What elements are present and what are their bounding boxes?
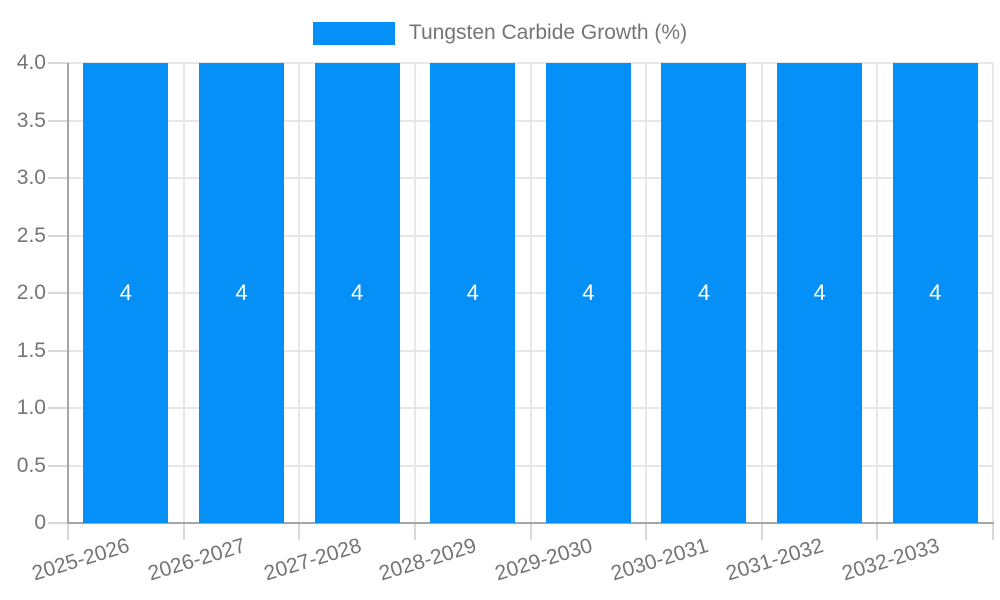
x-tick-label: 2027-2028	[261, 534, 364, 586]
x-gridline	[413, 63, 416, 523]
x-tick-label: 2028-2029	[376, 534, 480, 586]
x-gridline	[529, 63, 532, 523]
y-tick	[48, 349, 68, 352]
x-gridline	[876, 63, 879, 523]
x-gridline	[760, 63, 763, 523]
x-tick	[298, 523, 301, 540]
y-tick	[48, 62, 68, 64]
y-tick	[48, 292, 68, 294]
bar: 4	[83, 63, 169, 523]
bar: 4	[430, 63, 516, 523]
bar-value-label: 4	[466, 280, 479, 305]
y-tick	[48, 407, 68, 409]
bar: 4	[198, 63, 284, 523]
y-tick-label: 1.5	[16, 338, 46, 362]
y-tick	[48, 522, 68, 524]
y-tick	[48, 234, 68, 237]
x-tick	[182, 523, 185, 540]
y-tick	[48, 464, 68, 467]
bar: 4	[314, 63, 400, 523]
y-tick-label: 4.0	[16, 51, 46, 74]
bar-value-label: 4	[582, 280, 595, 305]
y-tick-label: 0.5	[16, 453, 46, 477]
bar-value-label: 4	[813, 280, 826, 305]
bar: 4	[777, 63, 863, 523]
x-gridline	[298, 63, 301, 523]
x-tick-label: 2025-2026	[29, 534, 133, 586]
x-tick-label: 2026-2027	[145, 534, 249, 586]
y-tick-label: 0	[34, 511, 46, 534]
bar-value-label: 4	[119, 280, 132, 305]
bar: 4	[545, 63, 631, 523]
chart-legend: Tungsten Carbide Growth (%)	[0, 21, 1000, 45]
x-axis-line	[67, 522, 994, 524]
x-gridline	[645, 63, 648, 523]
bar-value-label: 4	[350, 280, 364, 305]
x-tick-label: 2031-2032	[723, 534, 827, 586]
x-tick	[413, 523, 416, 540]
y-tick-label: 2.0	[16, 281, 46, 304]
x-tick	[992, 523, 994, 540]
x-gridline	[182, 63, 185, 523]
bar-value-label: 4	[235, 280, 248, 305]
x-tick	[645, 523, 648, 540]
x-tick-label: 2032-2033	[839, 534, 942, 586]
y-tick-label: 1.0	[16, 396, 46, 419]
bar: 4	[661, 63, 747, 523]
x-gridline	[992, 63, 994, 523]
bar-value-label: 4	[697, 280, 711, 305]
bar: 4	[892, 63, 978, 523]
x-tick	[760, 523, 763, 540]
legend-swatch	[312, 21, 395, 45]
y-axis-line	[67, 63, 69, 524]
x-tick-label: 2030-2031	[607, 534, 711, 586]
y-tick	[48, 119, 68, 122]
x-tick	[529, 523, 532, 540]
x-tick-label: 2029-2030	[492, 534, 596, 586]
y-tick-label: 3.0	[16, 166, 46, 189]
legend-label: Tungsten Carbide Growth (%)	[408, 21, 688, 44]
x-tick	[67, 523, 69, 540]
y-tick-label: 2.5	[16, 223, 46, 247]
y-tick	[48, 177, 68, 179]
x-tick	[876, 523, 879, 540]
y-tick-label: 3.5	[16, 108, 46, 132]
bar-value-label: 4	[929, 280, 942, 305]
